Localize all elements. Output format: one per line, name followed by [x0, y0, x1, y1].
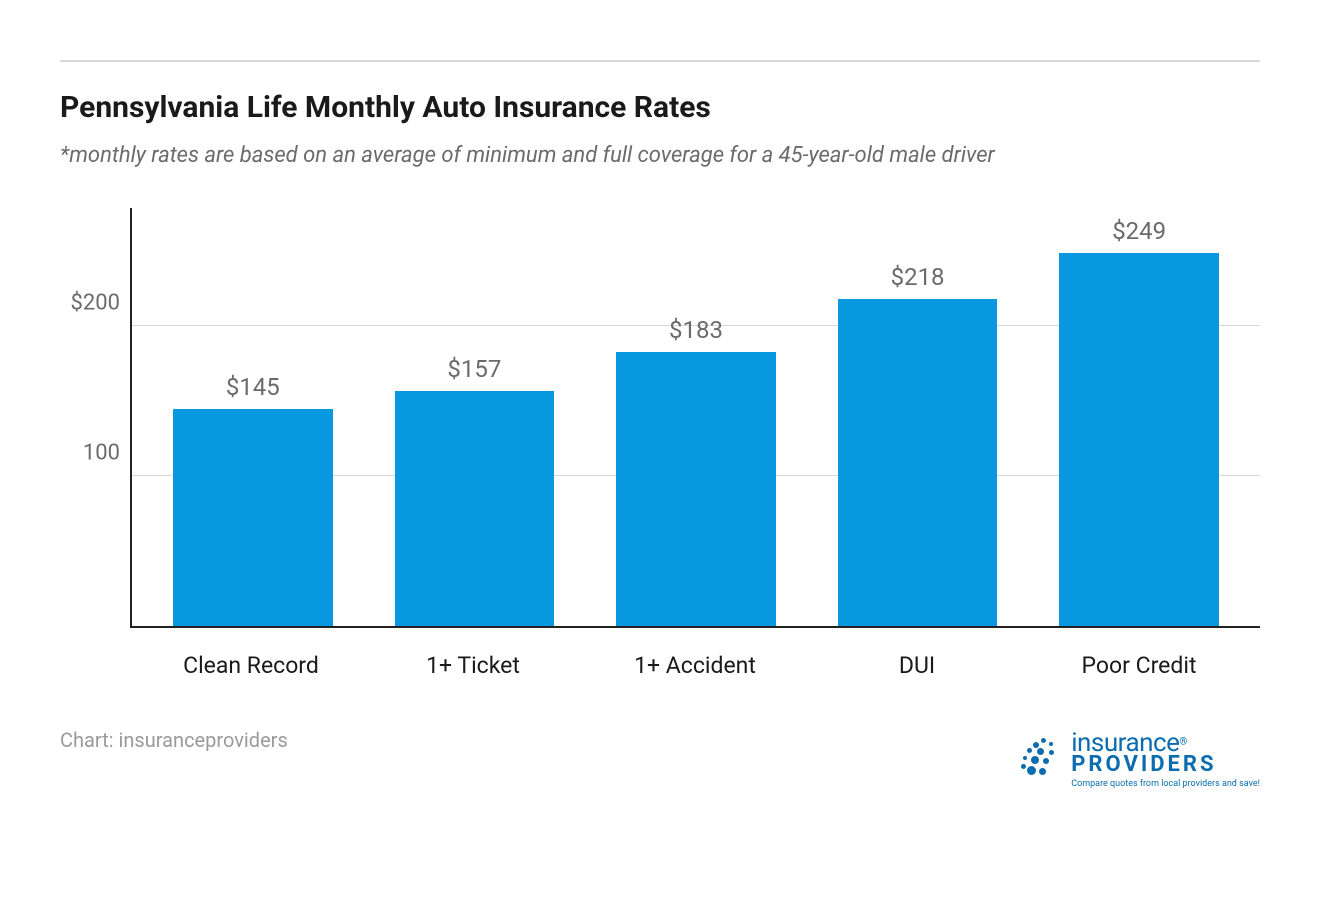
bar [173, 409, 333, 627]
x-category-label: Poor Credit [1028, 638, 1250, 688]
bar-slot: $157 [364, 208, 586, 626]
chart-title: Pennsylvania Life Monthly Auto Insurance… [60, 90, 1260, 125]
bar-chart: $145 $157 $183 $218 $249 Clean Record1+ Tick… [60, 208, 1260, 688]
bar-slot: $183 [585, 208, 807, 626]
x-axis-labels: Clean Record1+ Ticket1+ AccidentDUIPoor … [130, 638, 1260, 688]
y-tick-label: $200 [60, 291, 120, 316]
bar [838, 299, 998, 626]
x-category-label: DUI [806, 638, 1028, 688]
bar [395, 391, 555, 627]
bars-container: $145 $157 $183 $218 $249 [132, 208, 1260, 626]
chart-footer: Chart: insuranceproviders insurance® [60, 728, 1260, 789]
bar [1059, 253, 1219, 627]
logo-registered-icon: ® [1179, 737, 1187, 748]
logo-dots-icon [1019, 736, 1065, 782]
bar-value-label: $218 [891, 263, 945, 291]
bar-value-label: $145 [226, 373, 280, 401]
top-divider [60, 60, 1260, 62]
logo-main: insurance® PROVIDERS Compare quotes from… [1019, 728, 1260, 789]
bar-slot: $145 [142, 208, 364, 626]
plot-area: $145 $157 $183 $218 $249 [130, 208, 1260, 628]
bar-value-label: $157 [447, 355, 501, 383]
logo-tagline: Compare quotes from local providers and … [1071, 779, 1260, 789]
provider-logo: insurance® PROVIDERS Compare quotes from… [1019, 728, 1260, 789]
y-tick-label: 100 [60, 441, 120, 466]
bar-value-label: $183 [669, 316, 723, 344]
x-category-label: 1+ Accident [584, 638, 806, 688]
bar-slot: $249 [1028, 208, 1250, 626]
logo-text-block: insurance® PROVIDERS Compare quotes from… [1071, 728, 1260, 789]
logo-word-providers: PROVIDERS [1071, 752, 1260, 777]
bar-slot: $218 [807, 208, 1029, 626]
x-category-label: Clean Record [140, 638, 362, 688]
bar-value-label: $249 [1112, 217, 1166, 245]
bar [616, 352, 776, 627]
chart-subtitle: *monthly rates are based on an average o… [60, 143, 1260, 168]
source-text: Chart: insuranceproviders [60, 728, 288, 752]
x-category-label: 1+ Ticket [362, 638, 584, 688]
